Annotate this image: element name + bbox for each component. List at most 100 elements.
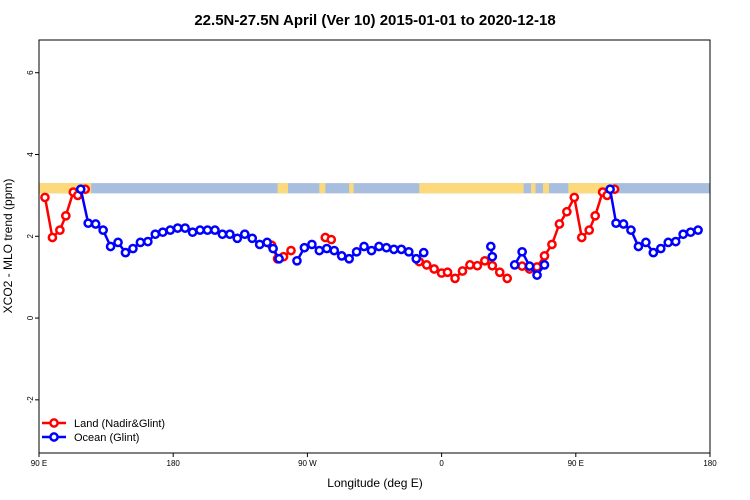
x-tick-label: 180 (703, 459, 717, 468)
land-data-point (326, 234, 337, 245)
ocean-data-point (292, 255, 302, 266)
land-legend-marker (49, 418, 59, 428)
ocean-data-point (232, 233, 243, 244)
ocean-data-point (611, 218, 621, 229)
ocean-data-point (396, 244, 407, 255)
land-band-segment (568, 183, 614, 194)
ocean-data-point (418, 247, 429, 258)
land-data-point (569, 192, 580, 203)
land-data-point (472, 260, 483, 271)
land-data-point (584, 225, 595, 235)
y-tick-label: 0 (26, 315, 35, 320)
ocean-legend-marker (49, 432, 59, 442)
ocean-data-point (374, 241, 384, 252)
land-data-point (465, 260, 475, 270)
ocean-series (75, 184, 703, 280)
ocean-data-point (210, 225, 220, 235)
y-tick-label: 4 (26, 152, 35, 157)
y-axis: -2 0 2 4 6 (26, 70, 39, 403)
ocean-data-point (157, 227, 168, 238)
land-data-point (479, 255, 490, 266)
land-data-point (539, 251, 550, 261)
ocean-data-point (247, 233, 258, 244)
ocean-data-point (217, 229, 228, 240)
ocean-data-point (532, 270, 542, 280)
land-band-segment (419, 183, 524, 194)
ocean-data-point (351, 246, 362, 257)
ocean-data-point (299, 242, 310, 253)
land-data-point (517, 261, 527, 271)
land-data-point (286, 245, 296, 256)
x-tick-label: 180 (167, 459, 181, 468)
ocean-data-point (254, 239, 265, 250)
ocean-data-point (336, 251, 347, 261)
land-series-line (521, 188, 616, 271)
land-data-point (494, 267, 505, 278)
ocean-data-point (202, 225, 213, 235)
plot-frame (38, 39, 711, 454)
land-band-segment (277, 183, 289, 194)
ocean-data-point (641, 237, 651, 248)
land-data-point (590, 210, 601, 221)
ocean-data-point (98, 225, 108, 235)
ocean-data-point (83, 218, 94, 229)
ocean-data-point (626, 225, 636, 235)
ocean-data-point (120, 247, 131, 258)
x-tick-label: 90 E (568, 459, 584, 468)
ocean-data-point (180, 223, 190, 233)
ocean-data-point (605, 184, 615, 195)
ocean-data-point (187, 227, 198, 238)
ocean-data-point (539, 260, 550, 270)
land-data-point (562, 206, 572, 217)
ocean-data-point (239, 229, 250, 240)
ocean-data-point (172, 223, 183, 233)
ocean-data-point (105, 241, 116, 252)
ocean-data-point (655, 243, 666, 254)
ocean-data-point (509, 260, 520, 270)
ocean-data-point (366, 245, 377, 256)
ocean-data-point (389, 244, 399, 255)
ocean-data-point (135, 237, 146, 248)
ocean-data-point (411, 253, 422, 264)
land-data-point (442, 267, 453, 278)
ocean-data-point (274, 253, 284, 264)
ocean-data-point (524, 261, 535, 271)
land-band-segment (319, 183, 326, 194)
chart-title: 22.5N-27.5N April (Ver 10) 2015-01-01 to… (194, 12, 555, 29)
ocean-data-point (678, 229, 689, 240)
ocean-data-point (165, 225, 176, 235)
ocean-data-point (403, 246, 414, 257)
land-ocean-band (39, 183, 710, 194)
land-data-point (450, 273, 460, 284)
land-data-point (457, 266, 468, 276)
ocean-data-point (150, 229, 161, 240)
land-data-point (502, 273, 513, 284)
ocean-data-point (359, 241, 369, 252)
y-tick-label: -2 (26, 396, 35, 404)
ocean-data-point (663, 237, 674, 248)
ocean-data-point (268, 243, 278, 254)
y-tick-label: 2 (26, 234, 35, 239)
land-data-point (532, 262, 542, 272)
legend: Land (Nadir&Glint) Ocean (Glint) (42, 418, 165, 444)
ocean-data-point (670, 236, 681, 247)
ocean-data-point (329, 245, 340, 256)
land-data-point (47, 232, 58, 243)
ocean-data-point (344, 253, 355, 264)
ocean-data-point (128, 243, 138, 254)
x-axis: 90 E 180 90 W 0 90 E 180 (31, 453, 717, 468)
ocean-data-point (143, 236, 153, 247)
ocean-data-point (321, 243, 332, 254)
land-data-point (429, 264, 439, 274)
land-band-segment (39, 183, 92, 194)
ocean-data-point (113, 237, 123, 248)
ocean-data-point (648, 247, 659, 258)
ocean-data-point (90, 219, 101, 229)
land-legend-label: Land (Nadir&Glint) (74, 418, 165, 430)
y-axis-label: XCO2 - MLO trend (ppm) (1, 179, 15, 314)
ocean-data-point (307, 239, 317, 250)
land-data-point (40, 192, 50, 203)
ocean-data-point (75, 184, 86, 195)
land-data-point (547, 239, 557, 250)
ocean-data-point (685, 227, 696, 238)
